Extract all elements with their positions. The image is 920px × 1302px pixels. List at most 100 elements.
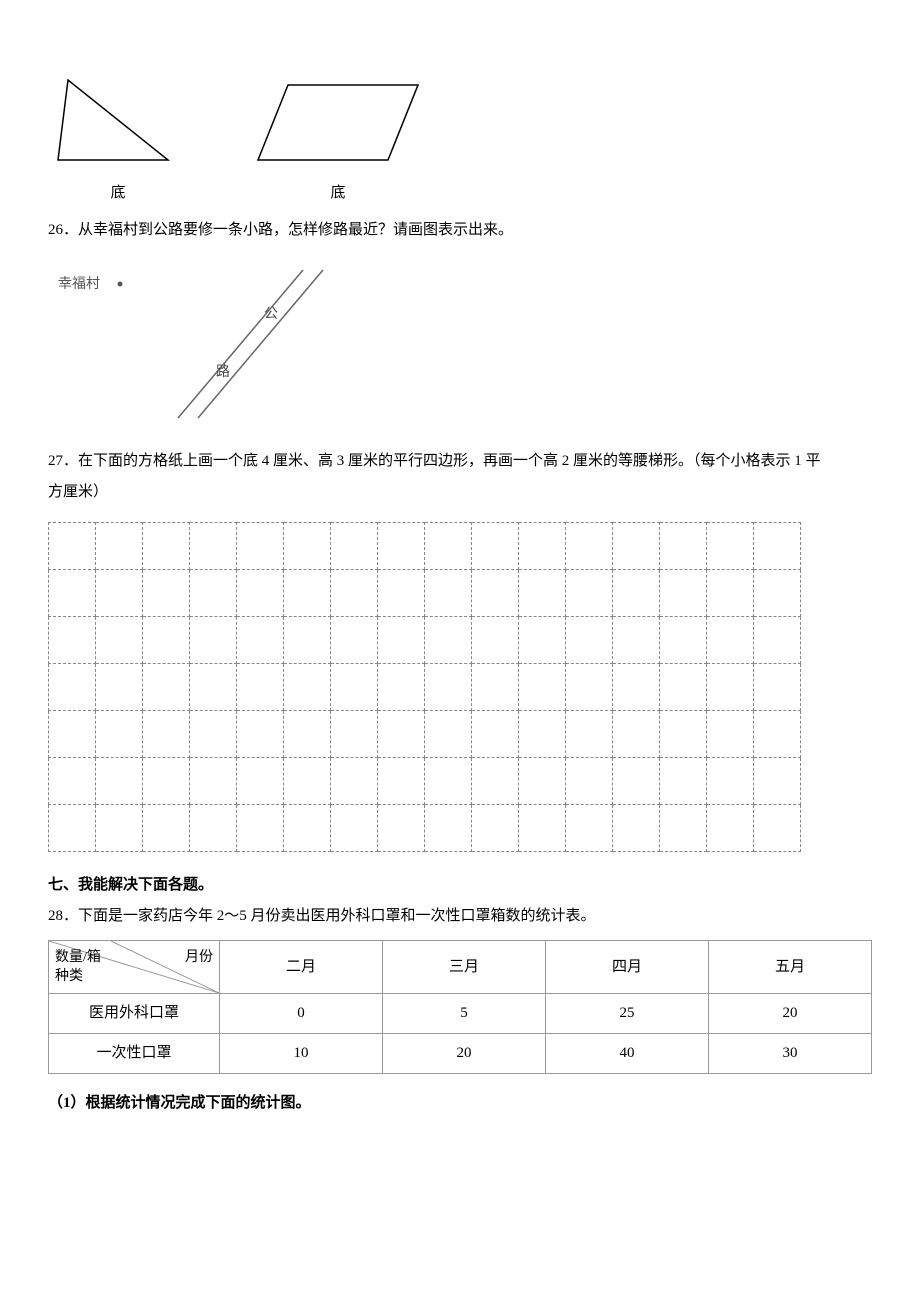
q26-text: 从幸福村到公路要修一条小路，怎样修路最近？请画图表示出来。: [78, 222, 513, 238]
grid-cell: [754, 711, 801, 758]
grid-cell: [566, 570, 613, 617]
grid-cell: [660, 805, 707, 852]
grid-cell: [190, 758, 237, 805]
grid-cell: [472, 570, 519, 617]
q26-diagram: 幸福村 公 路: [48, 258, 872, 438]
grid-cell: [707, 523, 754, 570]
grid-paper: [48, 522, 801, 852]
grid-cell: [707, 711, 754, 758]
grid-cell: [190, 570, 237, 617]
road-line-2: [198, 270, 323, 418]
q28: 28．下面是一家药店今年 2～5 月份卖出医用外科口罩和一次性口罩箱数的统计表。: [48, 903, 872, 930]
grid-cell: [190, 711, 237, 758]
grid-row: [49, 711, 801, 758]
grid-cell: [519, 711, 566, 758]
grid-cell: [519, 523, 566, 570]
grid-cell: [49, 805, 96, 852]
grid-cell: [425, 617, 472, 664]
grid-row: [49, 570, 801, 617]
grid-cell: [519, 617, 566, 664]
row0-v2: 25: [546, 994, 709, 1034]
q27-line-b: 方厘米）: [48, 479, 872, 506]
shapes-row: 底 底: [48, 70, 872, 207]
grid-cell: [378, 805, 425, 852]
grid-cell: [378, 570, 425, 617]
grid-cell: [49, 523, 96, 570]
grid-cell: [566, 523, 613, 570]
grid-cell: [96, 523, 143, 570]
grid-cell: [519, 805, 566, 852]
grid-cell: [143, 711, 190, 758]
table-header-row: 数量/箱 月份 种类 二月 三月 四月 五月: [49, 941, 872, 994]
grid-cell: [237, 805, 284, 852]
q28-sub1: （1）根据统计情况完成下面的统计图。: [48, 1090, 872, 1117]
grid-cell: [49, 711, 96, 758]
grid-row: [49, 758, 801, 805]
grid-cell: [284, 711, 331, 758]
grid-cell: [378, 711, 425, 758]
grid-cell: [425, 523, 472, 570]
grid-cell: [566, 758, 613, 805]
q26: 26．从幸福村到公路要修一条小路，怎样修路最近？请画图表示出来。: [48, 217, 872, 244]
grid-cell: [284, 523, 331, 570]
row1-label: 一次性口罩: [49, 1034, 220, 1074]
grid-cell: [472, 711, 519, 758]
grid-cell: [237, 523, 284, 570]
grid-cell: [378, 664, 425, 711]
row1-v3: 30: [709, 1034, 872, 1074]
grid-cell: [284, 617, 331, 664]
grid-cell: [96, 570, 143, 617]
grid-row: [49, 664, 801, 711]
grid-cell: [49, 758, 96, 805]
grid-cell: [519, 664, 566, 711]
grid-cell: [284, 805, 331, 852]
grid-cell: [472, 758, 519, 805]
q26-number: 26．: [48, 222, 78, 238]
table-row: 一次性口罩 10 20 40 30: [49, 1034, 872, 1074]
grid-cell: [425, 570, 472, 617]
month-col-1: 三月: [383, 941, 546, 994]
grid-cell: [660, 664, 707, 711]
grid-cell: [331, 570, 378, 617]
grid-cell: [660, 523, 707, 570]
road-diagram-icon: 幸福村 公 路: [48, 258, 328, 428]
village-label: 幸福村: [58, 276, 100, 292]
grid-cell: [143, 664, 190, 711]
grid-cell: [284, 758, 331, 805]
q27-text-a: 在下面的方格纸上画一个底 4 厘米、高 3 厘米的平行四边形，再画一个高 2 厘…: [78, 453, 821, 469]
grid-cell: [378, 617, 425, 664]
triangle-block: 底: [48, 70, 188, 207]
grid-cell: [425, 664, 472, 711]
grid-cell: [143, 570, 190, 617]
grid-body: [49, 523, 801, 852]
diag-bl: 种类: [55, 964, 83, 989]
grid-cell: [331, 664, 378, 711]
row1-v2: 40: [546, 1034, 709, 1074]
grid-cell: [613, 805, 660, 852]
grid-cell: [613, 570, 660, 617]
grid-cell: [754, 617, 801, 664]
grid-cell: [237, 617, 284, 664]
grid-cell: [707, 617, 754, 664]
road-label-bottom: 路: [216, 364, 230, 380]
grid-cell: [519, 758, 566, 805]
row0-v3: 20: [709, 994, 872, 1034]
q28-text: 下面是一家药店今年 2～5 月份卖出医用外科口罩和一次性口罩箱数的统计表。: [78, 908, 596, 924]
grid-cell: [237, 758, 284, 805]
row1-v0: 10: [220, 1034, 383, 1074]
triangle-base-label: 底: [48, 180, 188, 207]
grid-cell: [143, 805, 190, 852]
q27-number: 27．: [48, 453, 78, 469]
table-row: 医用外科口罩 0 5 25 20: [49, 994, 872, 1034]
grid-cell: [660, 758, 707, 805]
grid-cell: [143, 523, 190, 570]
grid-cell: [190, 805, 237, 852]
grid-cell: [96, 805, 143, 852]
grid-cell: [425, 758, 472, 805]
grid-cell: [190, 523, 237, 570]
grid-cell: [49, 570, 96, 617]
grid-cell: [425, 711, 472, 758]
grid-cell: [754, 523, 801, 570]
grid-cell: [707, 570, 754, 617]
parallelogram-block: 底: [248, 70, 428, 207]
